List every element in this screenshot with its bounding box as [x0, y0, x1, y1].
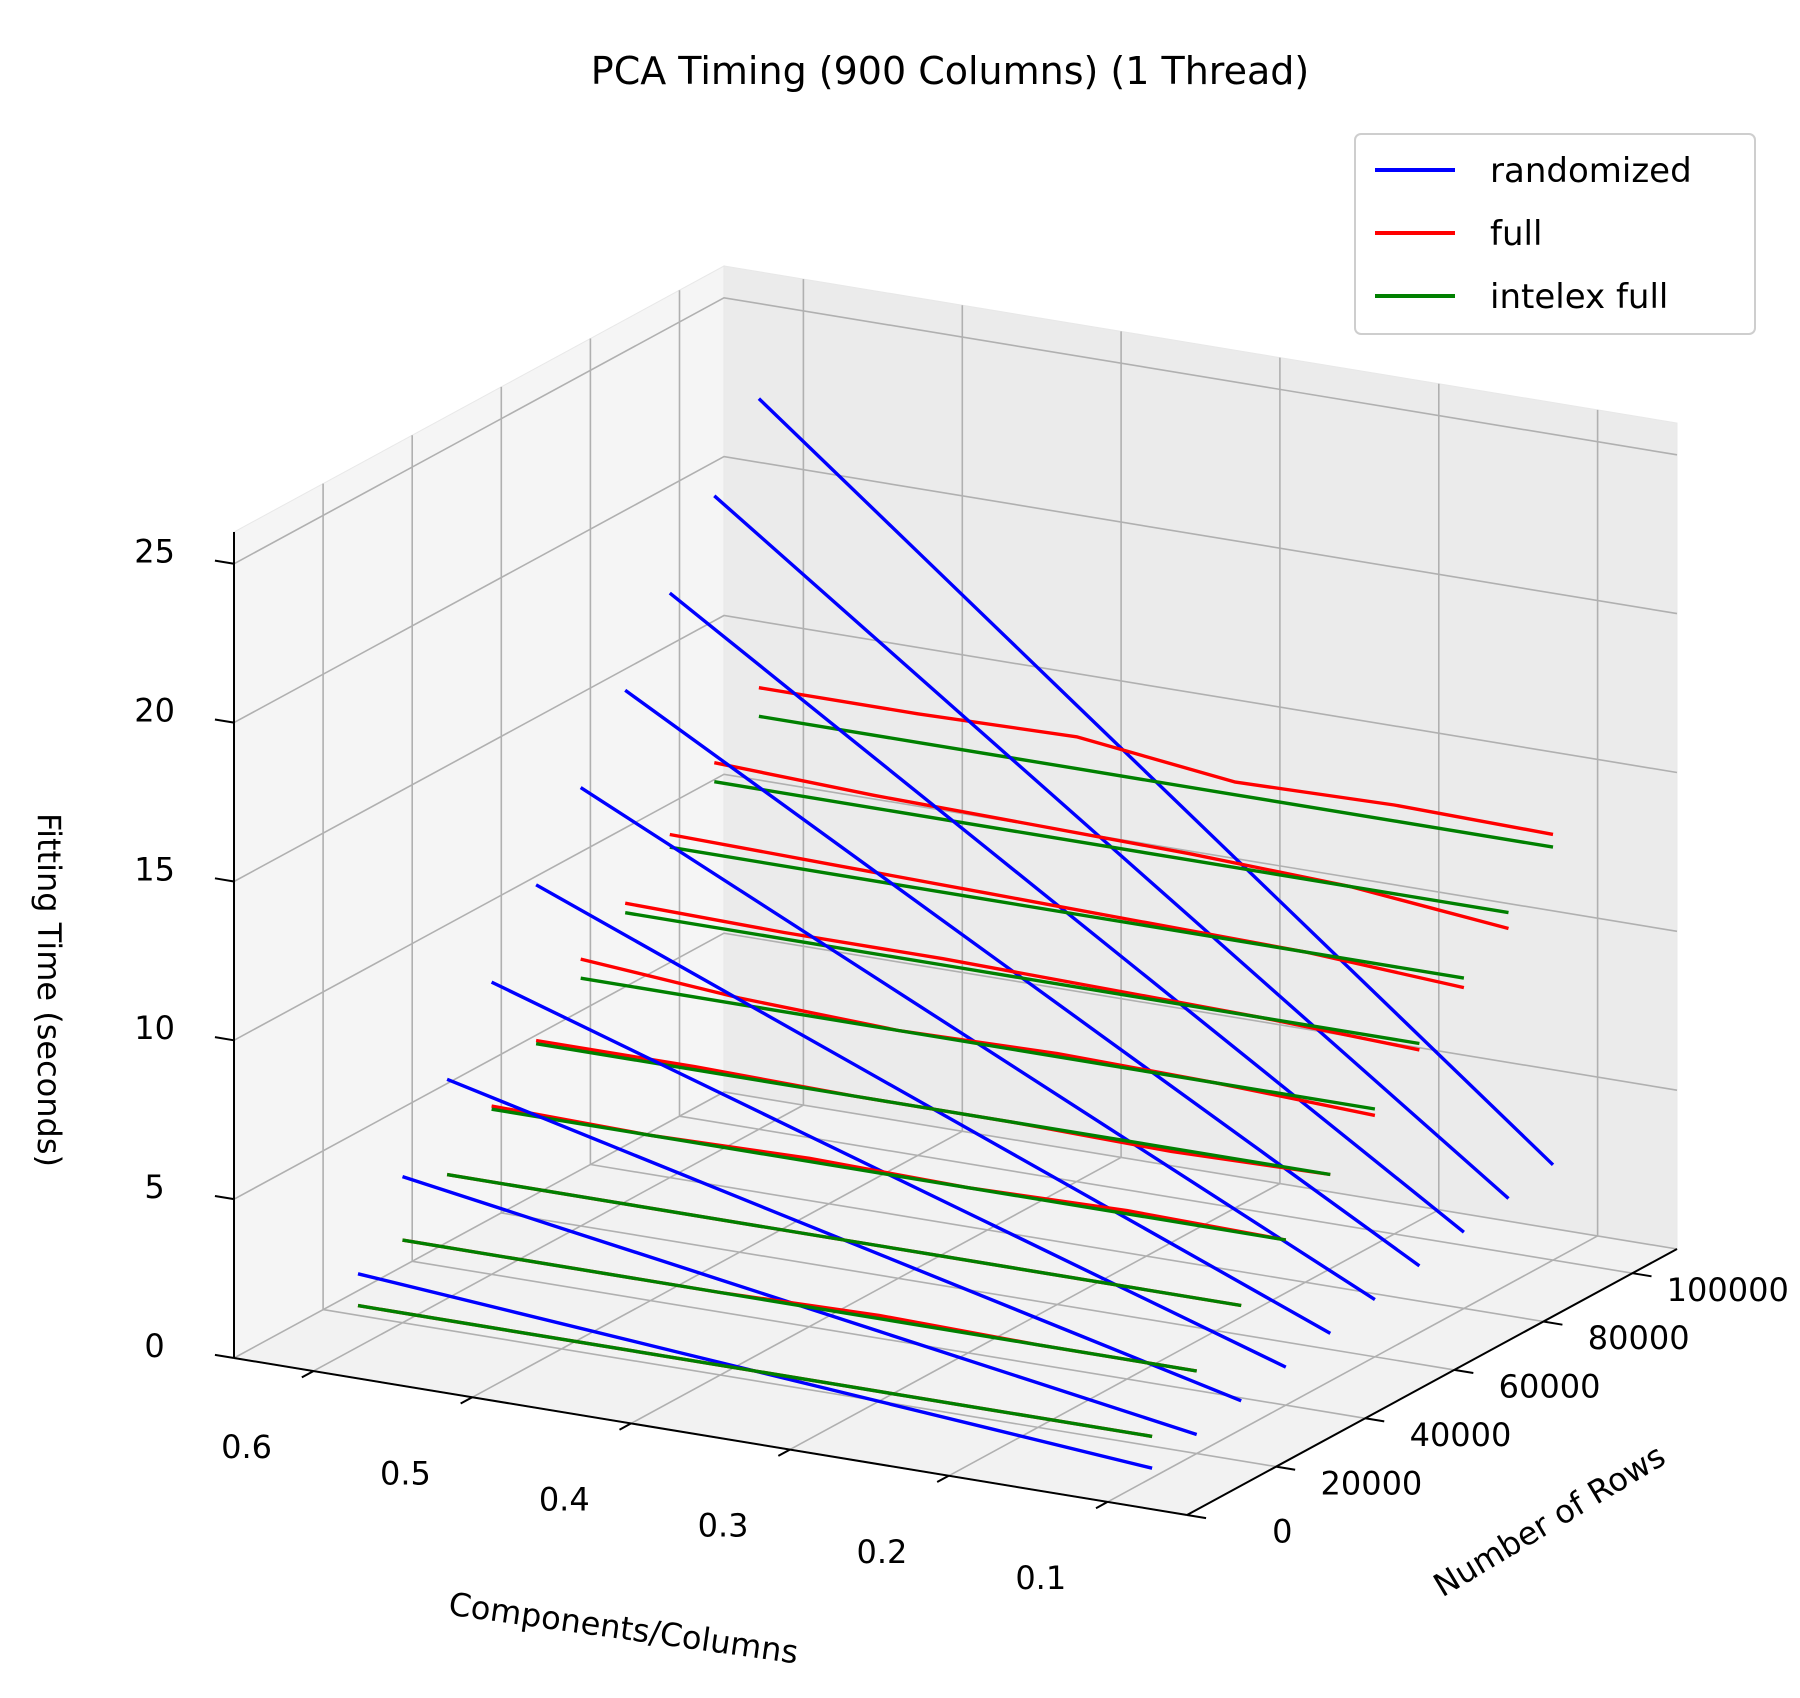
z-tick-mark	[214, 1195, 235, 1201]
series-full-line	[713, 761, 1509, 931]
series-intelex-full-line	[714, 780, 1509, 915]
x-tick-label: 0.3	[698, 1507, 749, 1545]
series-intelex-full-line	[402, 1238, 1197, 1373]
y-tick-label: 0	[1272, 1513, 1292, 1551]
z-tick-label: 0	[144, 1327, 164, 1365]
x-tick-mark	[936, 1474, 950, 1483]
x-tick-mark	[460, 1396, 473, 1405]
y-tick-mark	[1365, 1417, 1385, 1423]
series-intelex-full-line	[624, 911, 1420, 1046]
z-tick-label: 10	[134, 1009, 175, 1047]
x-axis-line	[233, 1357, 1188, 1516]
y-tick-label: 60000	[1499, 1368, 1601, 1406]
series-intelex-full-line	[758, 714, 1554, 849]
grid-z	[233, 773, 1678, 1042]
legend: randomized full intelex full	[1354, 133, 1756, 335]
axis-lines	[233, 532, 1678, 1516]
grid-lines	[233, 279, 1678, 1516]
y-tick-label: 100000	[1667, 1271, 1789, 1309]
series-intelex-full-line	[357, 1303, 1153, 1439]
legend-box	[1354, 133, 1756, 335]
series-full-line	[758, 686, 1554, 837]
legend-label-randomized: randomized	[1490, 151, 1692, 191]
z-tick-mark	[214, 1036, 235, 1042]
grid-z	[233, 1091, 1678, 1359]
x-tick-label: 0.4	[539, 1481, 590, 1519]
grid-z	[233, 296, 1678, 565]
y-tick-mark	[1632, 1272, 1652, 1278]
y-tick-mark	[1454, 1368, 1474, 1375]
x-tick-label: 0.6	[221, 1428, 272, 1466]
legend-label-full: full	[1490, 214, 1542, 254]
series-intelex-full-line	[491, 1107, 1287, 1242]
y-tick-label: 80000	[1588, 1319, 1690, 1357]
z-tick-mark	[214, 1353, 235, 1359]
z-tick-label: 25	[134, 533, 175, 571]
y-axis-line	[1186, 1248, 1678, 1516]
chart-title: PCA Timing (900 Columns) (1 Thread)	[591, 49, 1309, 93]
y-tick-mark	[1186, 1514, 1207, 1520]
x-tick-mark	[619, 1422, 632, 1431]
series-intelex-full-line	[580, 976, 1376, 1111]
z-tick-mark	[214, 877, 235, 883]
x-tick-mark	[777, 1448, 791, 1457]
x-tick-label: 0.1	[1015, 1559, 1066, 1597]
axis-panes	[232, 265, 1679, 1516]
z-tick-mark	[214, 718, 235, 724]
series-intelex-full-line	[446, 1172, 1242, 1308]
series-layer	[357, 397, 1555, 1470]
series-intelex-full-line	[669, 845, 1465, 980]
x-tick-mark	[301, 1370, 314, 1379]
z-tick-label: 5	[144, 1168, 164, 1206]
grid-z	[233, 455, 1678, 724]
y-tick-mark	[1275, 1465, 1296, 1471]
back-pane	[723, 265, 1678, 1250]
x-tick-label: 0.2	[856, 1533, 907, 1571]
z-tick-label: 15	[134, 850, 175, 888]
x-tick-label: 0.5	[380, 1454, 431, 1492]
y-tick-label: 20000	[1320, 1464, 1422, 1502]
grid-z	[233, 614, 1678, 883]
x-tick-mark	[1095, 1501, 1109, 1510]
tick-labels: 0.1 0.2 0.3 0.4 0.5 0.6 0 20000 40000 60000 80000 1…	[134, 533, 1789, 1597]
z-tick-label: 20	[134, 692, 175, 730]
legend-label-intelex-full: intelex full	[1490, 277, 1668, 317]
y-tick-mark	[1543, 1320, 1563, 1326]
series-intelex-full-line	[535, 1042, 1331, 1177]
z-tick-mark	[214, 559, 235, 565]
y-tick-label: 40000	[1410, 1416, 1512, 1454]
z-axis-label: Fitting Time (seconds)	[30, 813, 68, 1167]
